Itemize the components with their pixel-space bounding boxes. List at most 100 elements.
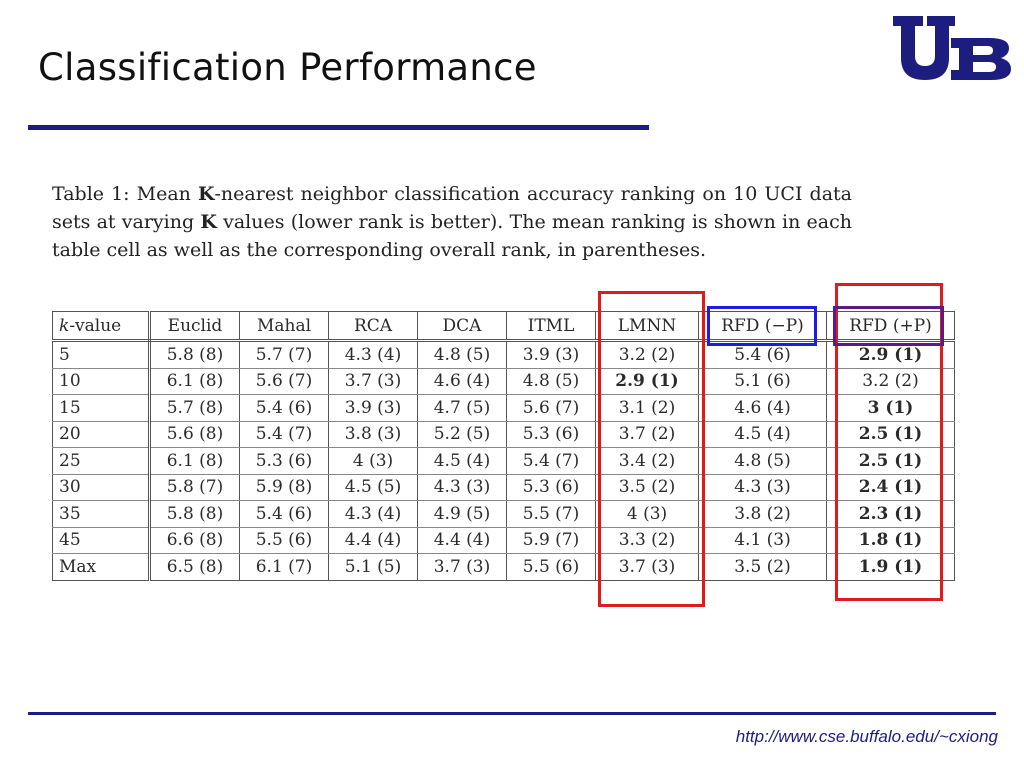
results-table: k-value Euclid Mahal RCA DCA ITML LMNN RFD (−P)…	[52, 311, 955, 581]
table-cell: 5.4 (6)	[239, 394, 329, 422]
table-cell: 6.5 (8)	[149, 553, 240, 581]
ub-logo-b	[951, 38, 1011, 80]
table-row: 15 5.7 (8) 5.4 (6) 3.9 (3) 4.7 (5) 5.6 (7) 3.1…	[52, 394, 955, 422]
column-header: Euclid	[149, 311, 240, 342]
table-cell: 4.9 (5)	[417, 500, 507, 528]
table-row: 10 6.1 (8) 5.6 (7) 3.7 (3) 4.6 (4) 4.8 (5) 2.9…	[52, 368, 955, 395]
table-cell: 3.9 (3)	[506, 340, 596, 369]
caption-text: values (lower rank is better). The mean …	[52, 211, 853, 261]
table-cell: 5.8 (7)	[149, 474, 240, 501]
table-cell: 4.8 (5)	[417, 340, 507, 369]
table-cell: 5.9 (7)	[506, 527, 596, 554]
table-header-row: k-value Euclid Mahal RCA DCA ITML LMNN RFD (−P)…	[52, 311, 955, 342]
table-row: 35 5.8 (8) 5.4 (6) 4.3 (4) 4.9 (5) 5.5 (7) 4 (…	[52, 500, 955, 528]
table-row: 30 5.8 (7) 5.9 (8) 4.5 (5) 4.3 (3) 5.3 (6) 3.5…	[52, 474, 955, 501]
table-row: 5 5.8 (8) 5.7 (7) 4.3 (4) 4.8 (5) 3.9 (3) 3.2 …	[52, 340, 955, 369]
table-cell: 5.1 (6)	[698, 368, 827, 395]
table-cell: 5.4 (7)	[239, 421, 329, 448]
table-cell: 3.4 (2)	[595, 447, 699, 475]
table-cell: 5.4 (6)	[239, 500, 329, 528]
table-cell: 3.9 (3)	[328, 394, 418, 422]
table-cell: 2.9 (1)	[595, 368, 699, 395]
table-cell: 3.7 (3)	[417, 553, 507, 581]
table-cell: 4.3 (4)	[328, 340, 418, 369]
k-value-cell: 45	[52, 527, 151, 554]
table-cell: 5.6 (8)	[149, 421, 240, 448]
column-header: LMNN	[595, 311, 699, 342]
table-caption: Table 1: Mean K-nearest neighbor classif…	[52, 180, 852, 264]
k-value-cell: 25	[52, 447, 151, 475]
table-cell: 5.3 (6)	[506, 421, 596, 448]
table-cell: 5.7 (7)	[239, 340, 329, 369]
table-cell: 4.6 (4)	[417, 368, 507, 395]
footer-divider	[28, 712, 996, 715]
table-cell: 3.8 (3)	[328, 421, 418, 448]
table-cell: 4.1 (3)	[698, 527, 827, 554]
ub-logo	[893, 16, 1011, 80]
table-cell: 5.7 (8)	[149, 394, 240, 422]
table-cell: 2.3 (1)	[826, 500, 955, 528]
title-divider	[28, 125, 649, 130]
table-cell: 6.6 (8)	[149, 527, 240, 554]
table-cell: 2.9 (1)	[826, 340, 955, 369]
caption-k: K	[200, 211, 217, 233]
table-row: Max 6.5 (8) 6.1 (7) 5.1 (5) 3.7 (3) 5.5 (6) 3.…	[52, 553, 955, 581]
column-header: ITML	[506, 311, 596, 342]
table-cell: 5.5 (6)	[239, 527, 329, 554]
table-cell: 3.5 (2)	[698, 553, 827, 581]
table-cell: 4.5 (4)	[417, 447, 507, 475]
table-cell: 4.4 (4)	[328, 527, 418, 554]
table-cell: 4 (3)	[328, 447, 418, 475]
table-cell: 3 (1)	[826, 394, 955, 422]
table-cell: 4.8 (5)	[698, 447, 827, 475]
table-body: 5 5.8 (8) 5.7 (7) 4.3 (4) 4.8 (5) 3.9 (3) 3.2 …	[52, 340, 955, 581]
footer-url[interactable]: http://www.cse.buffalo.edu/~cxiong	[735, 727, 998, 746]
table-cell: 5.6 (7)	[239, 368, 329, 395]
k-value-cell: 30	[52, 474, 151, 501]
table-cell: 3.7 (3)	[595, 553, 699, 581]
column-header: RFD (−P)	[698, 311, 827, 342]
table-row: 45 6.6 (8) 5.5 (6) 4.4 (4) 4.4 (4) 5.9 (7) 3.3…	[52, 527, 955, 554]
table-cell: 5.8 (8)	[149, 340, 240, 369]
column-header: DCA	[417, 311, 507, 342]
table-cell: 3.7 (3)	[328, 368, 418, 395]
k-value-cell: Max	[52, 553, 151, 581]
table-cell: 2.5 (1)	[826, 447, 955, 475]
k-value-cell: 35	[52, 500, 151, 528]
column-header: Mahal	[239, 311, 329, 342]
caption-k: K	[198, 183, 215, 205]
table-cell: 3.5 (2)	[595, 474, 699, 501]
table-row: 20 5.6 (8) 5.4 (7) 3.8 (3) 5.2 (5) 5.3 (6) 3.7…	[52, 421, 955, 448]
table-cell: 4.5 (5)	[328, 474, 418, 501]
table-cell: 5.2 (5)	[417, 421, 507, 448]
k-value-cell: 15	[52, 394, 151, 422]
table-cell: 4.7 (5)	[417, 394, 507, 422]
caption-text: -nearest neighbor classification accurac…	[52, 183, 852, 233]
table-cell: 5.3 (6)	[239, 447, 329, 475]
table-cell: 4.6 (4)	[698, 394, 827, 422]
table-cell: 5.4 (6)	[698, 340, 827, 369]
table-cell: 1.8 (1)	[826, 527, 955, 554]
table-cell: 5.5 (6)	[506, 553, 596, 581]
k-value-cell: 5	[52, 340, 151, 369]
table-cell: 5.4 (7)	[506, 447, 596, 475]
caption-label: Table 1:	[52, 183, 130, 205]
k-variable: k	[59, 315, 70, 336]
caption-text: Mean	[136, 183, 191, 205]
table-cell: 5.1 (5)	[328, 553, 418, 581]
table-cell: 2.4 (1)	[826, 474, 955, 501]
table-cell: 5.5 (7)	[506, 500, 596, 528]
table-cell: 6.1 (8)	[149, 447, 240, 475]
table-cell: 5.9 (8)	[239, 474, 329, 501]
table-cell: 4 (3)	[595, 500, 699, 528]
table-cell: 1.9 (1)	[826, 553, 955, 581]
column-header-k-value: k-value	[52, 311, 151, 342]
table-cell: 4.5 (4)	[698, 421, 827, 448]
table-cell: 2.5 (1)	[826, 421, 955, 448]
table-cell: 6.1 (8)	[149, 368, 240, 395]
table-cell: 3.7 (2)	[595, 421, 699, 448]
k-value-cell: 20	[52, 421, 151, 448]
table-cell: 6.1 (7)	[239, 553, 329, 581]
k-value-cell: 10	[52, 368, 151, 395]
